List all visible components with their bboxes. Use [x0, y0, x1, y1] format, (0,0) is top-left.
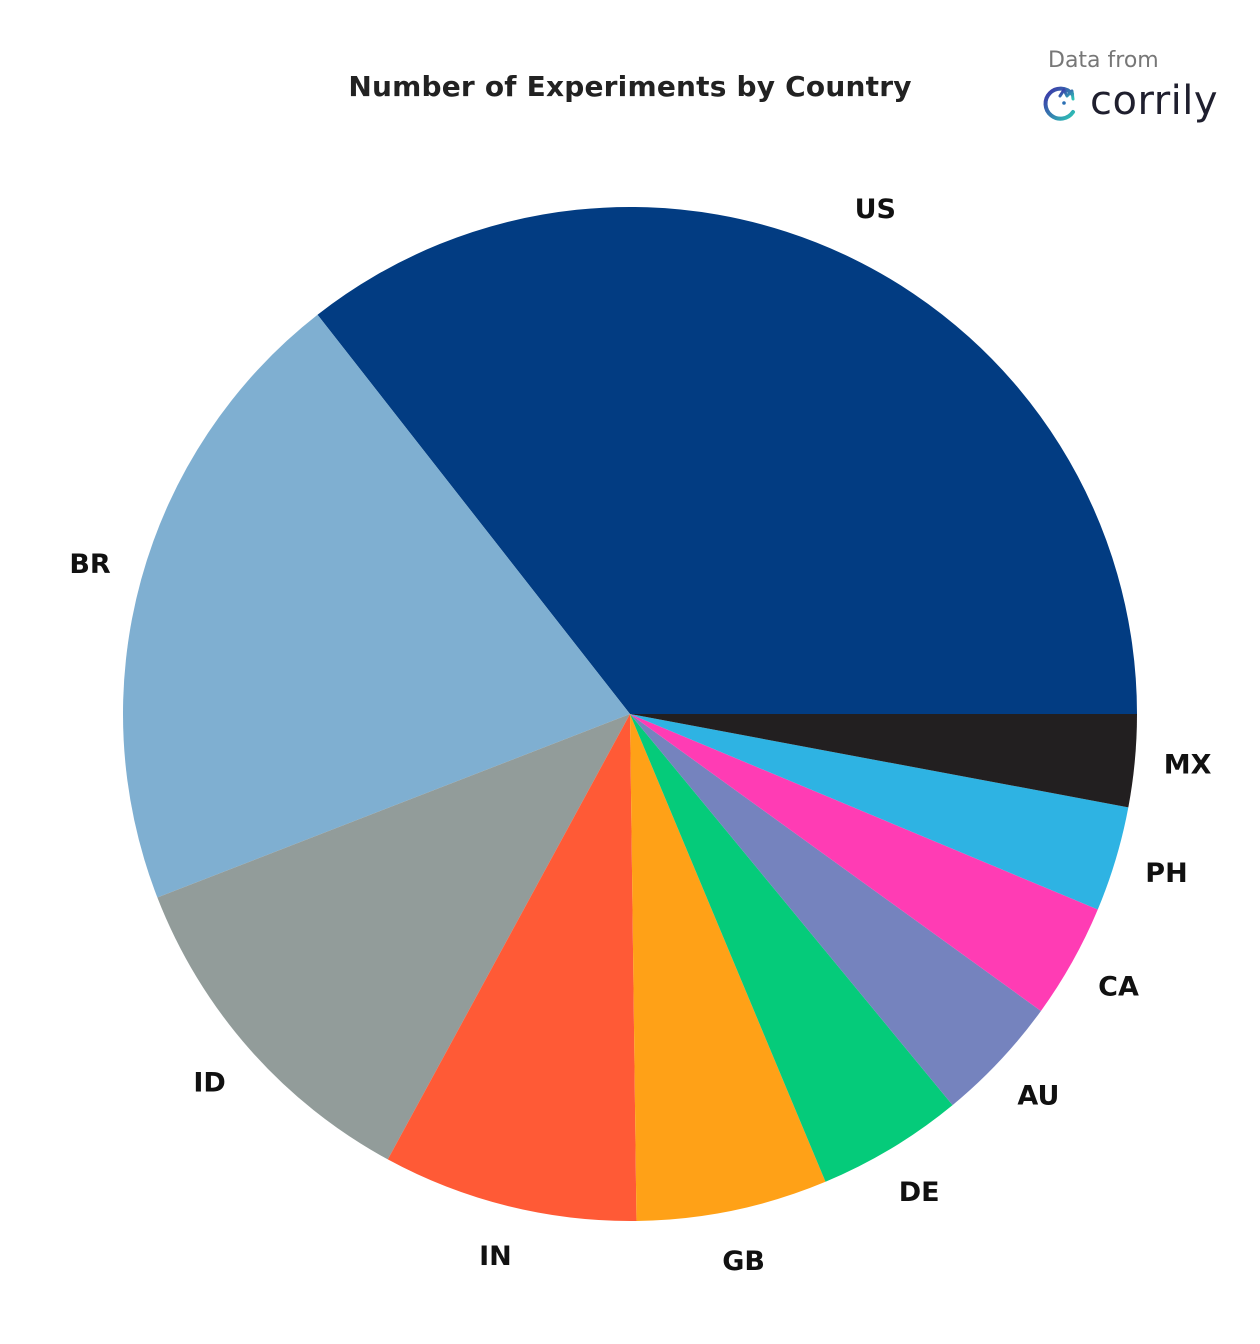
pie-slice-au [630, 714, 1041, 1106]
pie-slice-ph [630, 714, 1129, 910]
pie-slice-br [122, 314, 631, 898]
pie-label-ph: PH [1145, 858, 1187, 889]
pie-labels: US BR ID IN GB DE AU CA PH MX [69, 194, 1211, 1277]
pie-slice-id [157, 714, 630, 1160]
chart-title: Number of Experiments by Country [348, 70, 912, 103]
brand-name: corrily [1090, 78, 1219, 124]
pie-label-de: DE [899, 1177, 940, 1208]
corrily-logo-icon [1043, 86, 1075, 121]
pie-slice-gb [630, 714, 826, 1221]
pie-label-id: ID [193, 1067, 225, 1098]
pie-label-mx: MX [1164, 749, 1212, 780]
pie-slice-ca [630, 714, 1098, 1011]
pie-label-ca: CA [1098, 971, 1139, 1002]
pie-label-gb: GB [722, 1246, 765, 1277]
pie-label-br: BR [69, 549, 111, 580]
pie-label-us: US [855, 194, 896, 225]
pie-slices [122, 206, 1137, 1222]
brand-logo: corrily [1040, 78, 1240, 130]
pie-slice-in [387, 714, 637, 1222]
brand-caption: Data from [1048, 48, 1159, 73]
pie-slice-mx [630, 714, 1137, 808]
brand-block: Data from corrily [1040, 44, 1240, 134]
pie-slice-us [317, 206, 1137, 714]
pie-label-in: IN [479, 1241, 512, 1272]
pie-slice-de [630, 714, 953, 1182]
pie-label-au: AU [1017, 1081, 1059, 1112]
